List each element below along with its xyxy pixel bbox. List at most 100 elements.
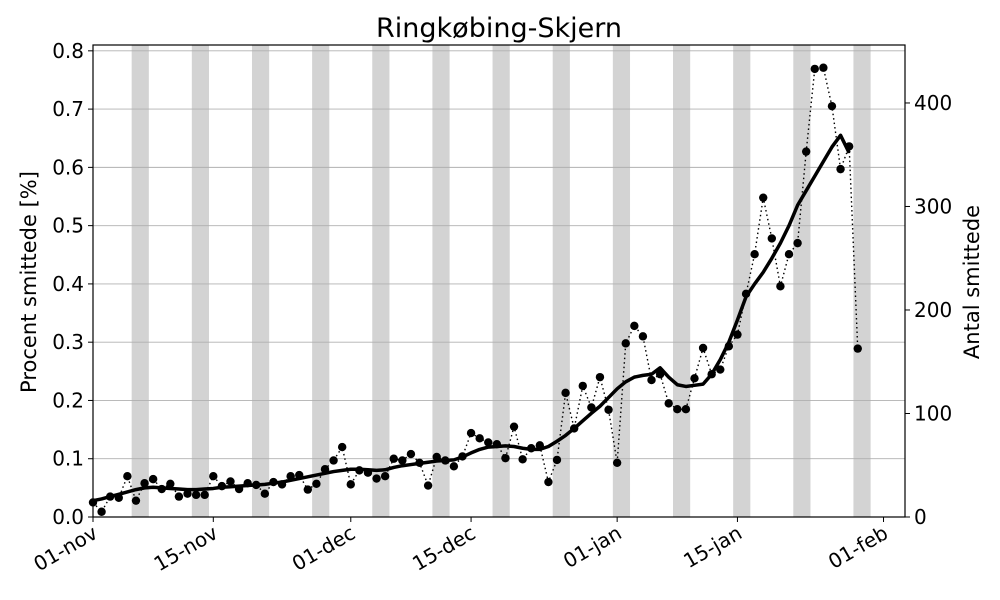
daily-point (767, 234, 777, 243)
weekend-band (251, 45, 270, 517)
daily-point (595, 372, 605, 382)
daily-point (312, 479, 321, 488)
daily-point (432, 452, 441, 462)
daily-point (716, 365, 725, 374)
daily-point (449, 462, 459, 471)
daily-point (243, 479, 252, 488)
weekend-band (853, 45, 871, 517)
x-axis: 01-nov 15-nov 01-dec 15-dec 01-jan 15-jan 01-f… (29, 517, 892, 576)
daily-point (801, 147, 811, 156)
daily-point (260, 489, 270, 498)
daily-point (621, 339, 630, 348)
daily-point (441, 456, 450, 465)
daily-point (217, 481, 227, 491)
daily-point (569, 424, 579, 433)
daily-point (166, 479, 175, 488)
y-axis-left: 0.0 0.1 0.2 0.3 0.4 0.5 0.6 0.7 0.8 (52, 39, 93, 529)
daily-point (535, 441, 545, 450)
daily-point (269, 477, 278, 487)
daily-point (707, 370, 716, 379)
daily-point (810, 64, 819, 74)
daily-point (157, 484, 166, 494)
daily-point (97, 507, 106, 516)
daily-point (346, 480, 355, 489)
daily-point (226, 477, 235, 486)
daily-point (776, 282, 785, 291)
daily-point (140, 479, 149, 488)
daily-point (492, 439, 502, 449)
daily-point (741, 289, 751, 299)
daily-point (174, 492, 184, 501)
daily-point (277, 480, 287, 489)
daily-point (466, 428, 476, 438)
daily-series (88, 63, 862, 516)
daily-point (320, 465, 330, 474)
weekend-bands (131, 45, 871, 517)
y-tick-label-right: 300 (914, 194, 952, 218)
daily-point (406, 449, 416, 459)
weekend-band (131, 45, 149, 517)
weekend-band (733, 45, 751, 517)
daily-point (105, 492, 115, 501)
daily-point (209, 472, 218, 481)
daily-point (587, 403, 596, 412)
daily-point (853, 344, 862, 353)
y-tick-label-right: 400 (914, 91, 952, 115)
daily-point (647, 375, 656, 385)
x-tick-label: 01-dec (288, 521, 359, 576)
x-tick-label: 15-dec (408, 521, 479, 576)
daily-point (398, 456, 407, 465)
x-tick-label: 15-nov (150, 520, 222, 576)
daily-point (544, 477, 553, 487)
daily-point (527, 444, 536, 453)
daily-point (286, 472, 295, 481)
y-tick-label: 0.4 (52, 272, 84, 296)
daily-point (759, 193, 768, 202)
y-tick-label: 0.2 (52, 388, 84, 412)
daily-point (475, 434, 484, 443)
daily-point (733, 330, 742, 339)
x-tick-label: 01-jan (559, 521, 626, 573)
daily-point (423, 481, 433, 490)
chart-title: Ringkøbing-Skjern (376, 13, 622, 44)
daily-point (131, 496, 141, 505)
daily-point (836, 164, 845, 174)
daily-point (355, 466, 364, 475)
daily-point (604, 405, 613, 414)
daily-point (389, 454, 398, 463)
daily-point (664, 399, 673, 408)
y-tick-label: 0.3 (52, 330, 84, 354)
daily-point (501, 453, 510, 463)
daily-point (363, 468, 373, 477)
y-tick-label: 0.7 (52, 97, 84, 121)
daily-point (191, 490, 201, 500)
weekend-band (552, 45, 570, 517)
daily-point (484, 438, 493, 447)
daily-point (819, 63, 828, 72)
daily-point (114, 493, 123, 502)
daily-point (793, 238, 802, 248)
daily-point (681, 404, 691, 414)
weekend-band (673, 45, 691, 517)
daily-point (655, 370, 665, 379)
y-tick-label: 0.6 (52, 155, 84, 179)
daily-point (252, 480, 261, 490)
daily-point (638, 332, 648, 341)
x-tick-label: 01-feb (824, 521, 892, 574)
weekend-band (793, 45, 811, 517)
y-tick-label: 0.1 (52, 447, 84, 471)
daily-point (337, 442, 347, 452)
y-axis-left-label: Procent smittede [%] (17, 171, 41, 393)
daily-point (690, 374, 699, 383)
daily-point (844, 142, 854, 151)
daily-point (698, 343, 708, 353)
daily-point (372, 474, 381, 483)
daily-point (561, 388, 570, 398)
daily-point (630, 321, 639, 331)
daily-point (200, 490, 209, 500)
y-axis-right-label: Antal smittede (960, 205, 984, 359)
y-tick-label-right: 0 (914, 505, 927, 529)
daily-point (295, 470, 304, 480)
daily-point (612, 458, 622, 468)
